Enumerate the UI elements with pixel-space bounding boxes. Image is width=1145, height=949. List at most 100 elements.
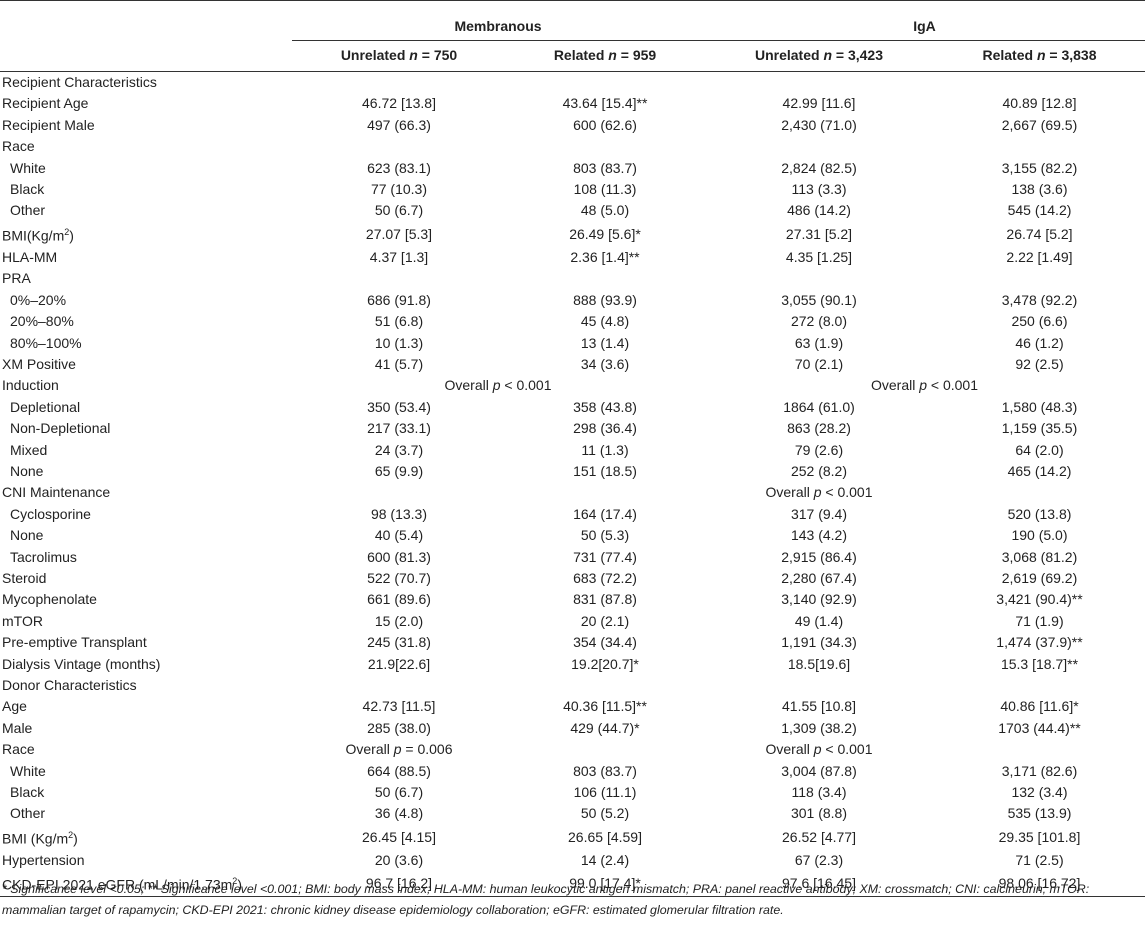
p-symbol: p — [492, 377, 501, 394]
table-cell: 67 (2.3) — [794, 851, 844, 868]
table-cell: 36 (4.8) — [374, 805, 424, 822]
row-label: White — [0, 761, 292, 782]
table-cell: 272 (8.0) — [790, 313, 848, 330]
table-cell: 98.06 [16.72] — [934, 871, 1145, 898]
table-cell: 545 (14.2) — [1007, 202, 1072, 219]
table-row: None 65 (9.9) 151 (18.5) 252 (8.2) 465 (14.2… — [0, 461, 1145, 482]
row-label: 20%–80% — [0, 311, 292, 332]
table-cell: 623 (83.1) — [367, 159, 431, 176]
table-cell: 11 (1.3) — [581, 441, 629, 458]
superscript: 2 — [232, 876, 238, 887]
table-row: Recipient Characteristics — [0, 72, 1145, 94]
table-cell: 831 (87.8) — [573, 591, 637, 608]
table-cell: 4.35 [1.25] — [785, 248, 853, 265]
table-row: HLA-MM 4.37 [1.3] 2.36 [1.4]** 4.35 [1.25] 2… — [0, 247, 1145, 268]
table-cell: 465 (14.2) — [1007, 462, 1072, 479]
table-cell: 40.89 [12.8] — [1002, 95, 1077, 112]
table-cell: 354 (34.4) — [573, 634, 637, 651]
table-cell: 40 (5.4) — [374, 527, 424, 544]
table-cell: 3,478 (92.2) — [1001, 291, 1078, 308]
row-label: Black — [0, 782, 292, 803]
group-header-row: Membranous IgA — [0, 0, 1145, 41]
row-label-text: 20%–80% — [10, 313, 74, 330]
table-cell: 20 (2.1) — [580, 612, 630, 629]
overall-p-value: Overall p < 0.001 — [704, 482, 934, 503]
row-label-text: 0%–20% — [10, 291, 67, 308]
table-cell: 50 (5.2) — [580, 805, 630, 822]
p-value: < 0.001 — [821, 741, 873, 758]
table-cell: 298 (36.4) — [573, 420, 637, 437]
table-cell: 600 (62.6) — [573, 116, 637, 133]
table-cell: 138 (3.6) — [1011, 181, 1068, 198]
row-label-text: Recipient Characteristics — [2, 74, 157, 90]
table-row: CNI Maintenance Overall p < 0.001 — [0, 482, 1145, 503]
table-row: Recipient Age 46.72 [13.8] 43.64 [15.4]** 4… — [0, 93, 1145, 114]
table-row: Induction Overall p < 0.001 Overall p < 0.… — [0, 375, 1145, 396]
table-cell: 26.52 [4.77] — [782, 828, 856, 845]
empty-cell — [292, 268, 1145, 289]
overall-text: Overall — [765, 741, 814, 758]
table-cell: 46 (1.2) — [1015, 334, 1064, 351]
table-cell: 317 (9.4) — [790, 505, 848, 522]
table-cell: 1703 (44.4)** — [998, 719, 1081, 736]
table-cell: 661 (89.6) — [367, 591, 431, 608]
table-cell: 15 (2.0) — [374, 612, 424, 629]
table-row: Race Overall p = 0.006 Overall p < 0.001 — [0, 739, 1145, 760]
table-row: Black 77 (10.3) 108 (11.3) 113 (3.3) 138 (3.… — [0, 179, 1145, 200]
row-label: Recipient Male — [0, 115, 292, 136]
table-cell: 34 (3.6) — [580, 355, 630, 372]
corner-cell — [0, 40, 292, 72]
table-cell: 863 (28.2) — [787, 420, 851, 437]
table-row: Non-Depletional 217 (33.1) 298 (36.4) 863 (… — [0, 418, 1145, 439]
row-label: 0%–20% — [0, 290, 292, 311]
empty-cell — [506, 739, 704, 760]
row-label-text: PRA — [2, 270, 31, 287]
p-value: < 0.001 — [821, 484, 873, 501]
table-cell: 18.5[19.6] — [787, 655, 851, 672]
table-cell: 51 (6.8) — [374, 313, 424, 330]
row-label-text: Other — [10, 805, 46, 822]
table-cell: 50 (6.7) — [374, 202, 424, 219]
row-label-text: Other — [10, 202, 46, 219]
row-label: Induction — [0, 375, 292, 396]
row-label: Recipient Age — [0, 93, 292, 114]
row-label-text: Mixed — [10, 441, 48, 458]
table-row: mTOR 15 (2.0) 20 (2.1) 49 (1.4) 71 (1.9) — [0, 611, 1145, 632]
table-cell: 3,140 (92.9) — [781, 591, 857, 608]
row-label-text: Tacrolimus — [10, 548, 77, 565]
table-cell: 92 (2.5) — [1015, 355, 1064, 372]
table-cell: 3,068 (81.2) — [1001, 548, 1078, 565]
empty-cell — [506, 482, 704, 503]
table-row: Other 50 (6.7) 48 (5.0) 486 (14.2) 545 (14.2… — [0, 200, 1145, 221]
row-label-text: Non-Depletional — [10, 420, 111, 437]
table-cell: 683 (72.2) — [573, 570, 637, 586]
row-label: Cyclosporine — [0, 504, 292, 525]
subheader-row: Unrelated n = 750 Related n = 959 Unrela… — [0, 40, 1145, 72]
table-row: XM Positive 41 (5.7) 34 (3.6) 70 (2.1) 92 (2… — [0, 354, 1145, 375]
table-cell: 132 (3.4) — [1011, 784, 1068, 801]
overall-p-value: Overall p < 0.001 — [704, 739, 934, 760]
overall-p-value: Overall p = 0.006 — [292, 739, 506, 760]
table-cell: 3,155 (82.2) — [1001, 159, 1078, 176]
table-cell: 803 (83.7) — [573, 159, 637, 176]
p-value: = 0.006 — [401, 741, 453, 758]
row-label-text: mTOR — [2, 612, 43, 629]
table-cell: 190 (5.0) — [1011, 527, 1068, 544]
row-label: White — [0, 158, 292, 179]
table-cell: 48 (5.0) — [580, 202, 630, 219]
table-row: Other 36 (4.8) 50 (5.2) 301 (8.8) 535 (13.9) — [0, 803, 1145, 824]
row-label: BMI (Kg/m2) — [0, 825, 292, 850]
overall-p-value: Overall p < 0.001 — [292, 375, 704, 396]
table-cell: 19.2[20.7]* — [571, 655, 639, 672]
row-label: Donor Characteristics — [0, 675, 292, 696]
row-label-text: Donor Characteristics — [2, 677, 137, 694]
empty-cell — [934, 482, 1145, 503]
row-label: Age — [0, 696, 292, 717]
table-row: White 664 (88.5) 803 (83.7) 3,004 (87.8) 3,1… — [0, 761, 1145, 782]
superscript: 2 — [68, 829, 74, 840]
row-label: Mixed — [0, 440, 292, 461]
row-label-text: Black — [10, 181, 45, 198]
table-cell: 164 (17.4) — [573, 505, 637, 522]
row-label-text: Hypertension — [2, 851, 85, 868]
table-cell: 26.45 [4.15] — [362, 828, 436, 845]
